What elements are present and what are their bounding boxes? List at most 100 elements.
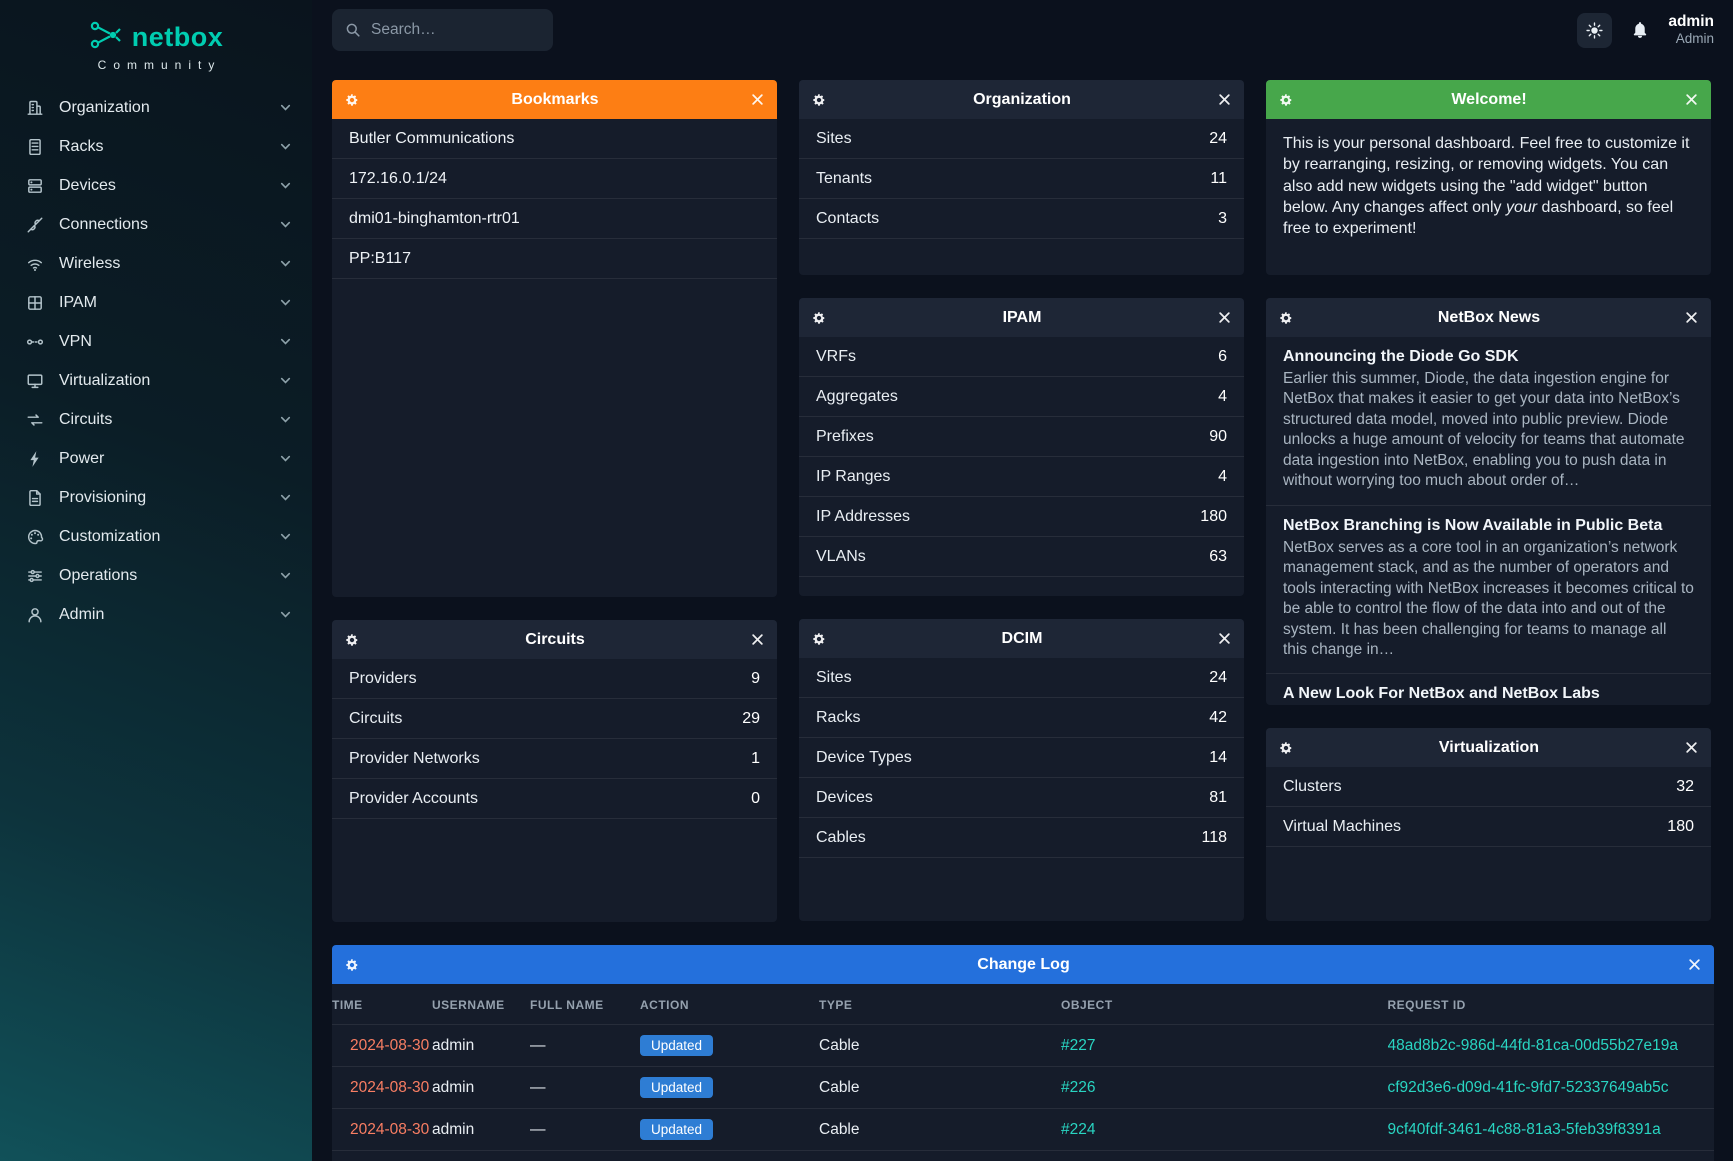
widget-organization: Organization Sites 24 Tenants: [799, 80, 1244, 275]
news-item: Announcing the Diode Go SDK Earlier this…: [1266, 337, 1711, 506]
stat-row[interactable]: Provider Accounts 0: [332, 779, 777, 819]
changelog-object-link[interactable]: #224: [1061, 1120, 1096, 1138]
widget-config-button[interactable]: [1279, 93, 1293, 107]
news-headline-link[interactable]: A New Look For NetBox and NetBox Labs: [1283, 685, 1600, 703]
sidebar-item-organization[interactable]: Organization: [0, 88, 312, 127]
news-headline-link[interactable]: NetBox Branching is Now Available in Pub…: [1283, 516, 1663, 534]
sidebar-item-circuits[interactable]: Circuits: [0, 400, 312, 439]
stat-row[interactable]: Racks 42: [799, 698, 1244, 738]
sidebar-item-connections[interactable]: Connections: [0, 205, 312, 244]
sidebar-item-label: IPAM: [59, 293, 97, 311]
welcome-text: This is your personal dashboard. Feel fr…: [1266, 119, 1711, 253]
sidebar-item-ipam[interactable]: IPAM: [0, 283, 312, 322]
widget-close-button[interactable]: [751, 633, 764, 646]
user-menu[interactable]: admin Admin: [1668, 13, 1714, 47]
notifications-button[interactable]: [1631, 21, 1649, 39]
widget-config-button[interactable]: [812, 632, 826, 646]
stat-row[interactable]: Prefixes 90: [799, 417, 1244, 457]
news-item: A New Look For NetBox and NetBox Labs: [1266, 674, 1711, 705]
widget-config-button[interactable]: [1279, 311, 1293, 325]
news-headline-link[interactable]: Announcing the Diode Go SDK: [1283, 348, 1519, 365]
changelog-requestid-link[interactable]: 9cf40fdf-3461-4c88-81a3-5feb39f8391a: [1387, 1120, 1661, 1138]
widget-config-button[interactable]: [345, 958, 359, 972]
widget-config-button[interactable]: [812, 93, 826, 107]
bookmark-item[interactable]: dmi01-binghamton-rtr01: [332, 199, 777, 239]
close-icon: [751, 633, 764, 646]
sidebar-item-racks[interactable]: Racks: [0, 127, 312, 166]
theme-toggle-button[interactable]: [1577, 12, 1613, 48]
sidebar-item-devices[interactable]: Devices: [0, 166, 312, 205]
changelog-object-link[interactable]: #226: [1061, 1078, 1096, 1096]
sidebar-item-label: Connections: [59, 215, 148, 233]
gear-icon: [345, 93, 359, 107]
bookmark-label: dmi01-binghamton-rtr01: [349, 209, 520, 227]
search-input[interactable]: [371, 21, 540, 39]
widget-close-button[interactable]: [751, 93, 764, 106]
widget-circuits: Circuits Providers 9 Circuits: [332, 620, 777, 922]
widget-config-button[interactable]: [812, 311, 826, 325]
changelog-time-link[interactable]: 2024-08-30 18:48: [350, 1120, 432, 1138]
search-box[interactable]: [332, 9, 553, 51]
sidebar: netbox Community Organization Racks: [0, 0, 312, 1161]
stat-row[interactable]: Contacts 3: [799, 199, 1244, 239]
widget-config-button[interactable]: [1279, 741, 1293, 755]
stat-row[interactable]: Virtual Machines 180: [1266, 807, 1711, 847]
widget-welcome: Welcome! This is your personal dashboard…: [1266, 80, 1711, 275]
widget-close-button[interactable]: [1218, 311, 1231, 324]
stat-list: Clusters 32 Virtual Machines 180: [1266, 767, 1711, 847]
stat-label: Clusters: [1283, 777, 1342, 795]
widget-config-button[interactable]: [345, 93, 359, 107]
changelog-time-link[interactable]: 2024-08-30 18:48: [350, 1036, 432, 1054]
stat-row[interactable]: Circuits 29: [332, 699, 777, 739]
chevron-down-icon: [279, 296, 292, 309]
stat-row[interactable]: Provider Networks 1: [332, 739, 777, 779]
sidebar-item-vpn[interactable]: VPN: [0, 322, 312, 361]
widget-virtualization: Virtualization Clusters 32 Virtual: [1266, 728, 1711, 921]
stat-row[interactable]: Clusters 32: [1266, 767, 1711, 807]
stat-row[interactable]: Sites 24: [799, 119, 1244, 159]
widget-close-button[interactable]: [1685, 741, 1698, 754]
chevron-down-icon: [279, 335, 292, 348]
bookmark-item[interactable]: Butler Communications: [332, 119, 777, 159]
stat-row[interactable]: IP Ranges 4: [799, 457, 1244, 497]
chevron-down-icon: [279, 530, 292, 543]
stat-row[interactable]: Sites 24: [799, 658, 1244, 698]
sidebar-item-customization[interactable]: Customization: [0, 517, 312, 556]
stat-row[interactable]: Aggregates 4: [799, 377, 1244, 417]
sidebar-item-label: Power: [59, 449, 105, 467]
stat-row[interactable]: VRFs 6: [799, 337, 1244, 377]
widget-close-button[interactable]: [1218, 93, 1231, 106]
widget-close-button[interactable]: [1688, 958, 1701, 971]
wireless-icon: [25, 254, 45, 274]
changelog-requestid-link[interactable]: 48ad8b2c-986d-44fd-81ca-00d55b27e19a: [1387, 1036, 1678, 1054]
stat-row[interactable]: Devices 81: [799, 778, 1244, 818]
stat-row[interactable]: Cables 118: [799, 818, 1244, 858]
widget-close-button[interactable]: [1218, 632, 1231, 645]
widget-title: NetBox News: [1437, 308, 1541, 326]
widget-close-button[interactable]: [1685, 311, 1698, 324]
stat-row[interactable]: VLANs 63: [799, 537, 1244, 577]
sidebar-item-virtualization[interactable]: Virtualization: [0, 361, 312, 400]
changelog-time-link[interactable]: 2024-08-30 18:48: [350, 1078, 432, 1096]
widget-title: Virtualization: [1438, 738, 1540, 756]
welcome-text-part2: dashboard, so feel free to experiment!: [1283, 198, 1674, 238]
sidebar-item-provisioning[interactable]: Provisioning: [0, 478, 312, 517]
user-role: Admin: [1675, 31, 1714, 47]
widget-close-button[interactable]: [1685, 93, 1698, 106]
widget-config-button[interactable]: [345, 633, 359, 647]
stat-row[interactable]: Tenants 11: [799, 159, 1244, 199]
stat-row[interactable]: Providers 9: [332, 659, 777, 699]
changelog-object-link[interactable]: #227: [1061, 1036, 1096, 1054]
changelog-requestid-link[interactable]: cf92d3e6-d09d-41fc-9fd7-52337649ab5c: [1387, 1078, 1669, 1096]
sidebar-item-admin[interactable]: Admin: [0, 595, 312, 634]
bookmark-item[interactable]: PP:B117: [332, 239, 777, 279]
sidebar-item-wireless[interactable]: Wireless: [0, 244, 312, 283]
netbox-logo[interactable]: netbox Community: [0, 0, 312, 76]
sidebar-item-operations[interactable]: Operations: [0, 556, 312, 595]
sidebar-item-label: Racks: [59, 137, 104, 155]
gear-icon: [345, 958, 359, 972]
sidebar-item-power[interactable]: Power: [0, 439, 312, 478]
stat-row[interactable]: Device Types 14: [799, 738, 1244, 778]
stat-row[interactable]: IP Addresses 180: [799, 497, 1244, 537]
bookmark-item[interactable]: 172.16.0.1/24: [332, 159, 777, 199]
